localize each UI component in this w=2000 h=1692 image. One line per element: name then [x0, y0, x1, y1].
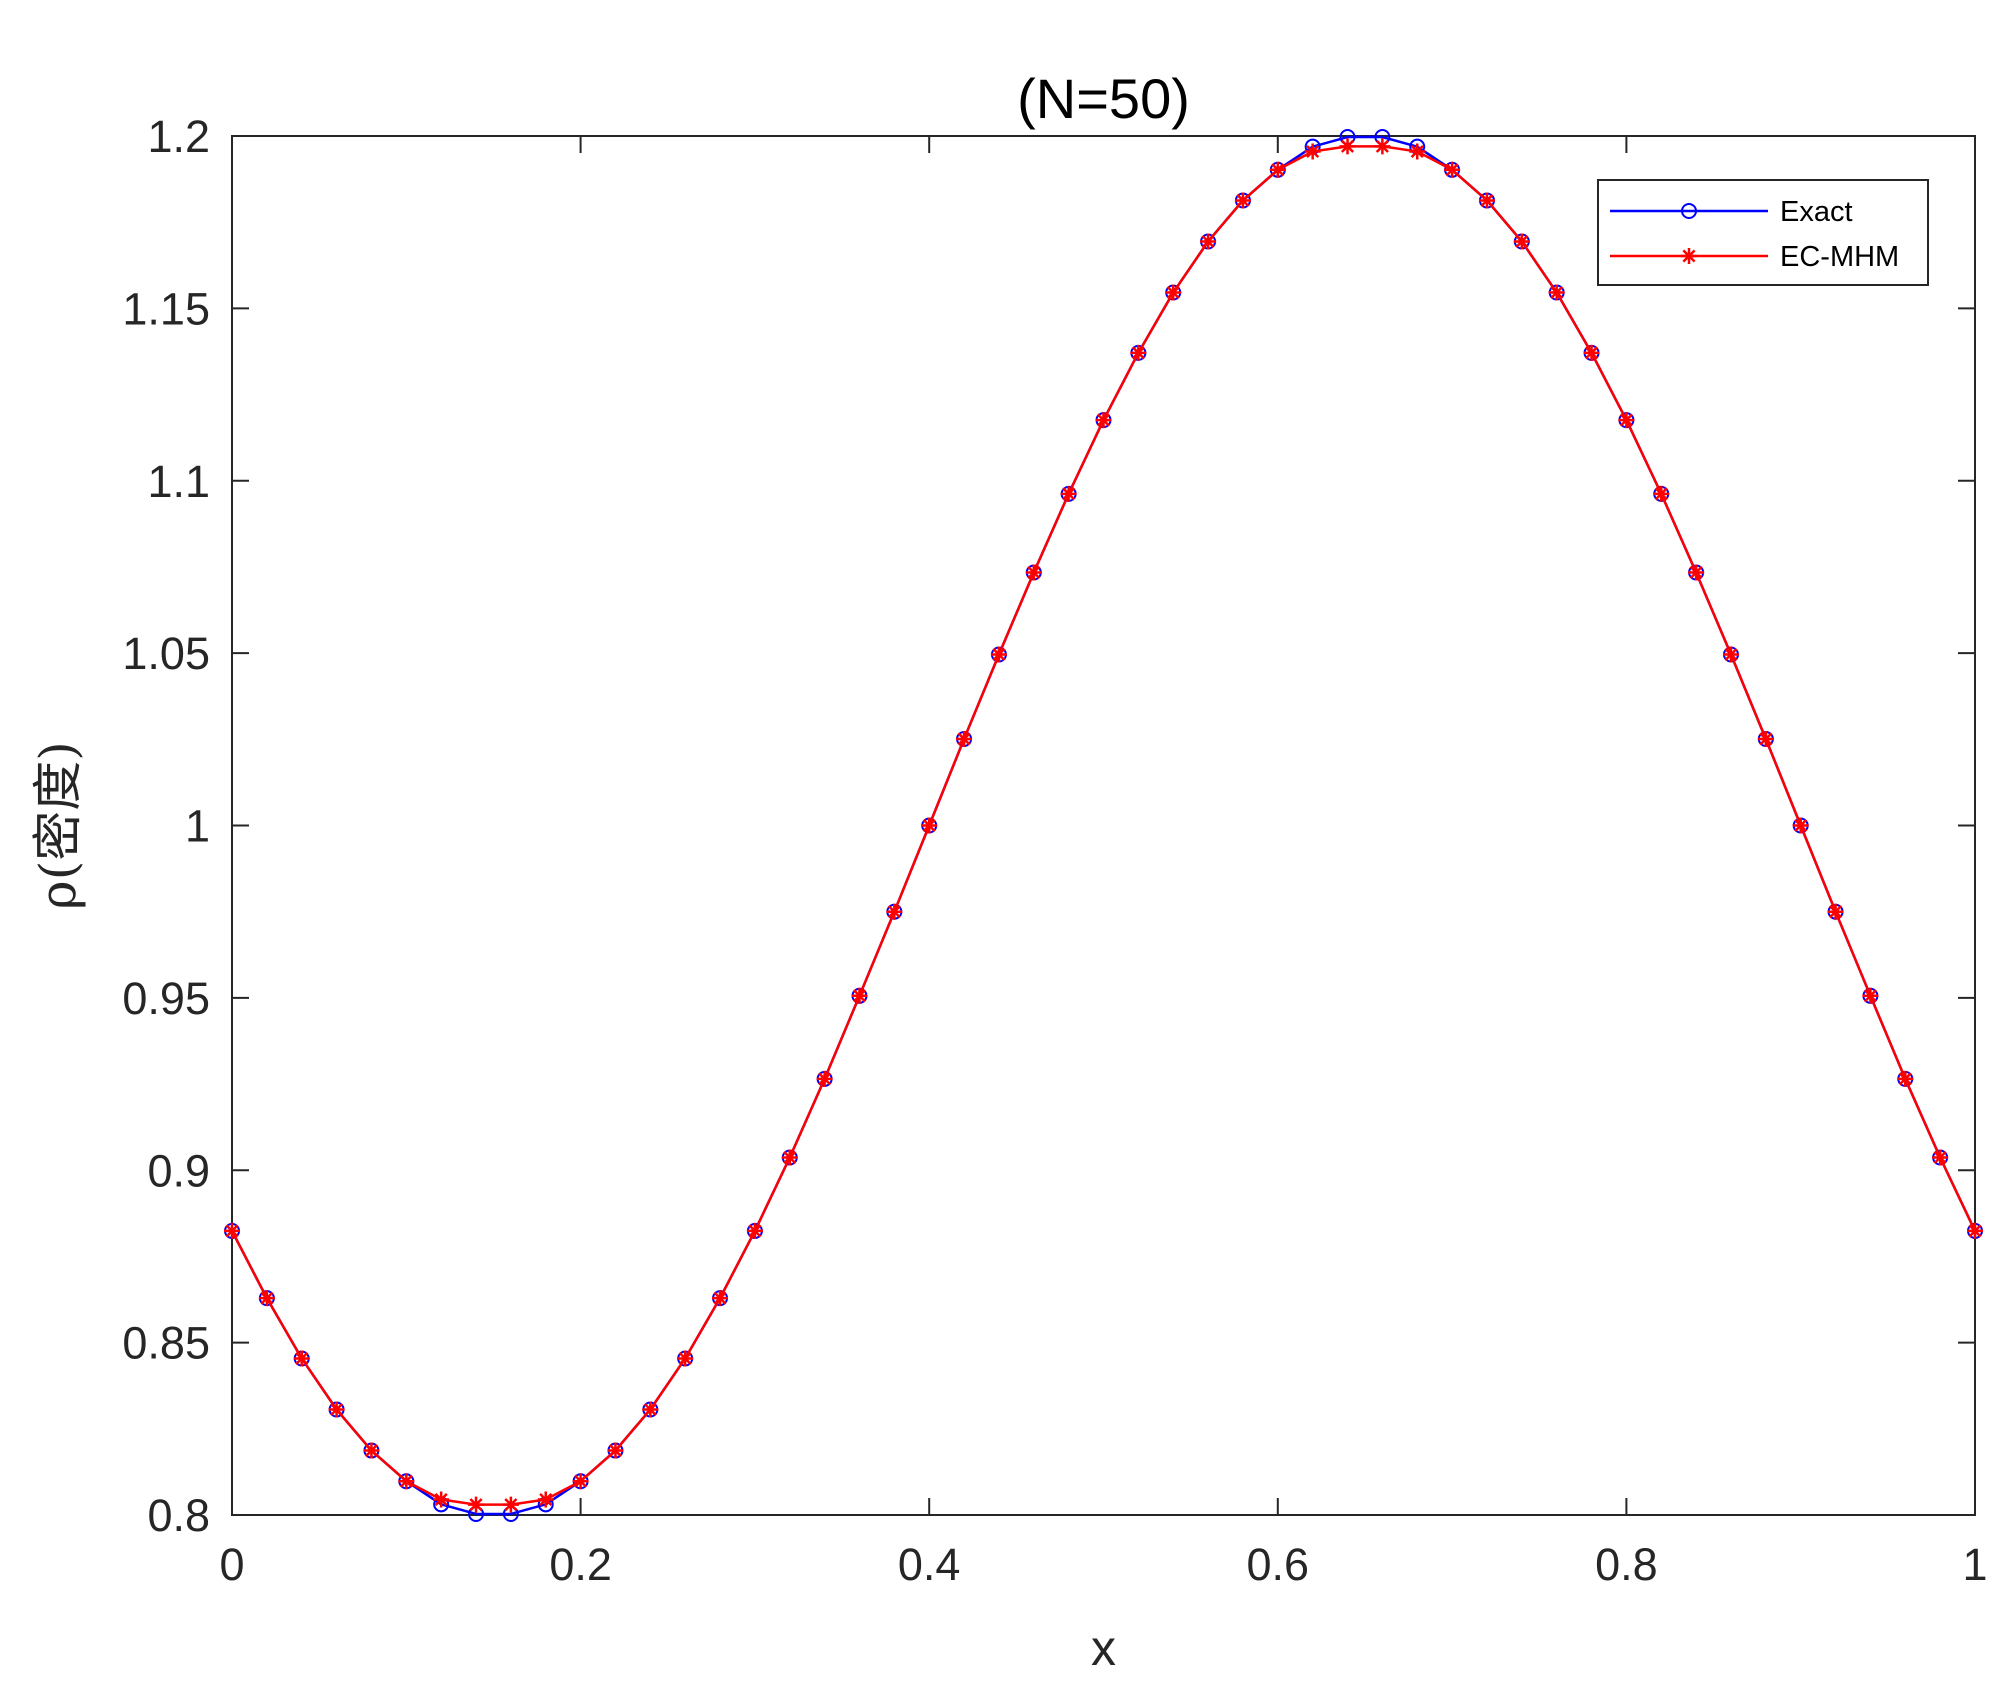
data-point [1409, 143, 1426, 160]
axis-tick-labels: 0 0.2 0.4 0.6 0.8 1 0.8 0.85 0.9 0.95 1 1.05 1.1 1.15… [122, 111, 1987, 1590]
data-point [1897, 1070, 1914, 1087]
data-point [328, 1401, 345, 1418]
x-tick-label: 1 [1962, 1539, 1987, 1590]
data-point [1862, 987, 1879, 1004]
legend-label: Exact [1780, 196, 1853, 228]
data-point [1234, 192, 1251, 209]
data-point [1792, 817, 1809, 834]
data-point [502, 1496, 519, 1513]
data-point [1060, 485, 1077, 502]
data-point [956, 730, 973, 747]
data-point [1304, 143, 1321, 160]
data-point [1025, 564, 1042, 581]
data-point [642, 1401, 659, 1418]
y-tick-label: 0.9 [147, 1145, 210, 1196]
data-point [1757, 730, 1774, 747]
data-point [816, 1070, 833, 1087]
x-axis-label: x [1091, 1620, 1116, 1676]
data-point [1269, 161, 1286, 178]
data-point [572, 1473, 589, 1490]
x-tick-label: 0.8 [1595, 1539, 1658, 1590]
data-point [1681, 203, 1697, 219]
x-tick-label: 0.6 [1247, 1539, 1310, 1590]
data-point [886, 903, 903, 920]
data-point [1339, 138, 1356, 155]
data-point [1200, 233, 1217, 250]
y-tick-label: 1 [185, 801, 210, 852]
y-tick-label: 1.1 [147, 456, 210, 507]
y-tick-label: 0.8 [147, 1490, 210, 1541]
data-point [1827, 903, 1844, 920]
legend-item: Exact [1610, 196, 1853, 228]
y-tick-label: 0.95 [122, 973, 210, 1024]
data-point [746, 1222, 763, 1239]
data-point [224, 1222, 240, 1239]
data-point [851, 987, 868, 1004]
legend-item: EC-MHM [1610, 241, 1899, 273]
data-point [1722, 646, 1739, 663]
data-point [607, 1442, 624, 1459]
y-tick-label: 1.15 [122, 283, 210, 334]
y-tick-label: 1.05 [122, 628, 210, 679]
data-point [363, 1442, 380, 1459]
data-point [398, 1473, 415, 1490]
x-tick-label: 0 [219, 1539, 244, 1590]
series-2 [224, 138, 1983, 1513]
x-tick-label: 0.2 [549, 1539, 612, 1590]
data-point [1478, 192, 1495, 209]
chart-title: (N=50) [1017, 67, 1190, 130]
plot-area [231, 135, 1976, 1516]
data-point [1095, 412, 1112, 429]
data-point [990, 646, 1007, 663]
data-point [468, 1496, 485, 1513]
data-point [1548, 284, 1565, 301]
series-layer [224, 129, 1983, 1522]
legend: Exact EC-MHM [1597, 179, 1929, 286]
data-point [1967, 1222, 1983, 1239]
data-point [1653, 485, 1670, 502]
y-tick-label: 0.85 [122, 1318, 210, 1369]
data-point [1165, 284, 1182, 301]
x-tick-label: 0.4 [898, 1539, 961, 1590]
data-point [293, 1350, 310, 1367]
data-point [1374, 138, 1391, 155]
data-point [1513, 233, 1530, 250]
data-point [1681, 248, 1697, 264]
data-point [1688, 564, 1705, 581]
data-point [712, 1290, 729, 1307]
axis-ticks [231, 135, 1976, 1516]
data-point [677, 1350, 694, 1367]
data-point [1618, 412, 1635, 429]
y-tick-label: 1.2 [147, 111, 210, 162]
data-point [921, 817, 938, 834]
data-point [1583, 344, 1600, 361]
data-point [258, 1290, 275, 1307]
legend-box [1597, 179, 1929, 286]
data-point [433, 1491, 450, 1508]
data-point [1444, 161, 1461, 178]
legend-label: EC-MHM [1780, 241, 1899, 273]
y-axis-label: ρ(密度) [29, 741, 87, 909]
data-point [1130, 344, 1147, 361]
data-point [1932, 1149, 1949, 1166]
data-point [781, 1149, 798, 1166]
data-point [537, 1491, 554, 1508]
